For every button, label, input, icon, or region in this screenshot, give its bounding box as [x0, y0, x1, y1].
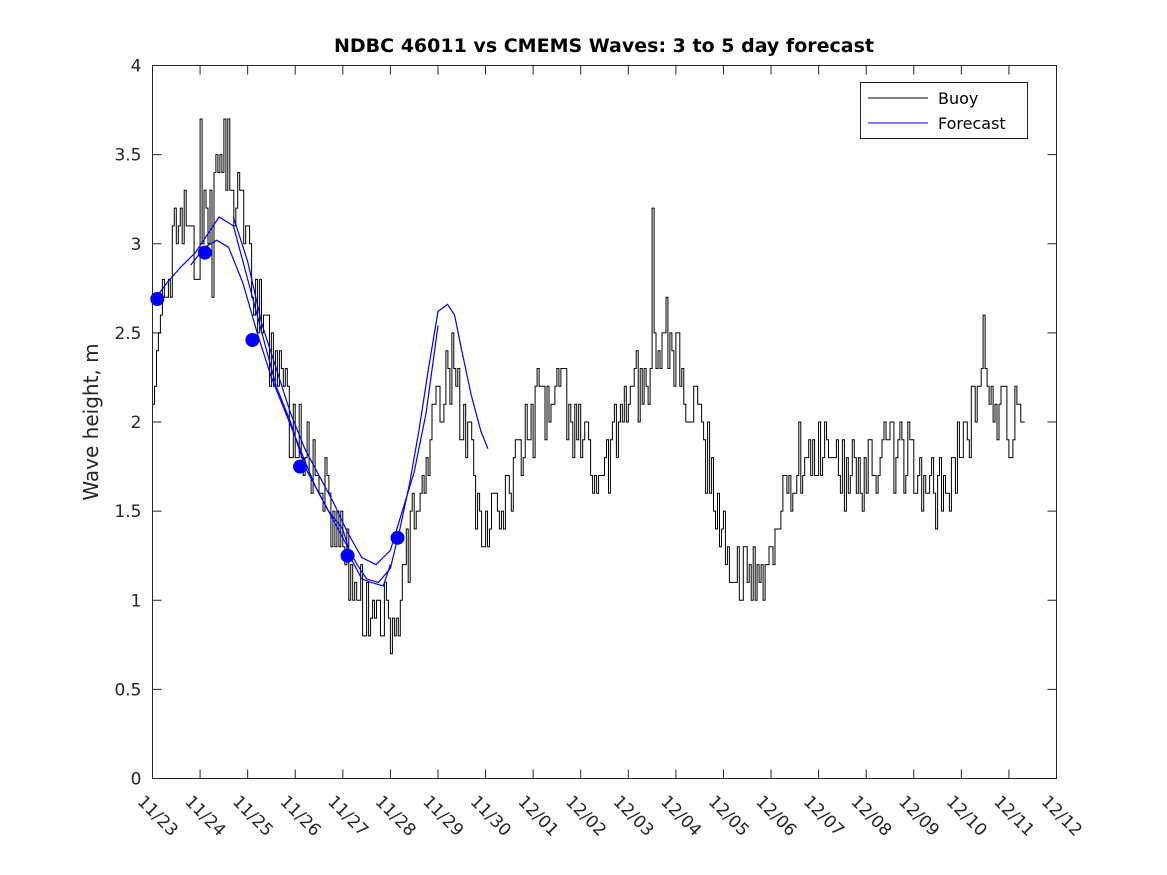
x-tick-label: 12/11 [989, 792, 1038, 841]
plot-area [152, 65, 1057, 779]
x-tick-label: 12/07 [799, 792, 848, 841]
x-tick-label: 12/01 [514, 792, 563, 841]
y-tick-label: 2 [131, 413, 142, 433]
legend-label-buoy: Buoy [938, 89, 978, 108]
y-tick-label: 0.5 [114, 680, 141, 700]
x-tick-label: 12/09 [894, 792, 943, 841]
legend: Buoy Forecast [860, 82, 1028, 139]
series-buoy-line [152, 118, 1025, 655]
plot-frame [152, 65, 1057, 779]
legend-label-forecast: Forecast [938, 114, 1006, 133]
x-tick-label: 12/04 [656, 792, 705, 841]
y-axis-label: Wave height, m [79, 343, 103, 500]
y-tick-label: 2.5 [114, 324, 141, 344]
forecast-marker [390, 530, 405, 545]
x-tick-label: 12/10 [942, 792, 991, 841]
x-tick-label: 12/02 [561, 792, 610, 841]
forecast-marker [340, 548, 355, 563]
x-tick-label: 11/28 [371, 792, 420, 841]
y-axis: 0 0.5 1 1.5 2 2.5 3 3.5 4 [114, 57, 1057, 790]
y-tick-label: 0 [131, 770, 142, 790]
legend-box [860, 82, 1028, 139]
y-tick-label: 4 [131, 57, 142, 77]
x-tick-label: 11/29 [418, 792, 467, 841]
y-tick-label: 1 [131, 591, 142, 611]
x-tick-label: 12/03 [609, 792, 658, 841]
y-tick-label: 1.5 [114, 502, 141, 522]
x-tick-label: 12/05 [704, 792, 753, 841]
forecast-marker [197, 245, 212, 260]
x-tick-label: 12/08 [847, 792, 896, 841]
forecast-marker [292, 459, 307, 474]
series-forecast-line-1 [190, 239, 391, 587]
y-tick-label: 3.5 [114, 146, 141, 166]
x-tick-label: 11/26 [276, 792, 325, 841]
x-tick-label: 12/12 [1037, 792, 1086, 841]
x-tick-label: 11/30 [466, 792, 515, 841]
x-tick-label: 11/27 [323, 792, 372, 841]
forecast-marker [245, 333, 260, 348]
forecast-marker [150, 292, 165, 307]
x-tick-label: 11/24 [181, 792, 230, 841]
x-tick-label: 11/25 [228, 792, 277, 841]
series-forecast-line-2 [232, 216, 439, 566]
chart-title: NDBC 46011 vs CMEMS Waves: 3 to 5 day fo… [334, 35, 874, 57]
series-layer [150, 118, 1025, 655]
y-tick-label: 3 [131, 235, 142, 255]
x-tick-label: 11/23 [133, 792, 182, 841]
x-tick-label: 12/06 [751, 792, 800, 841]
